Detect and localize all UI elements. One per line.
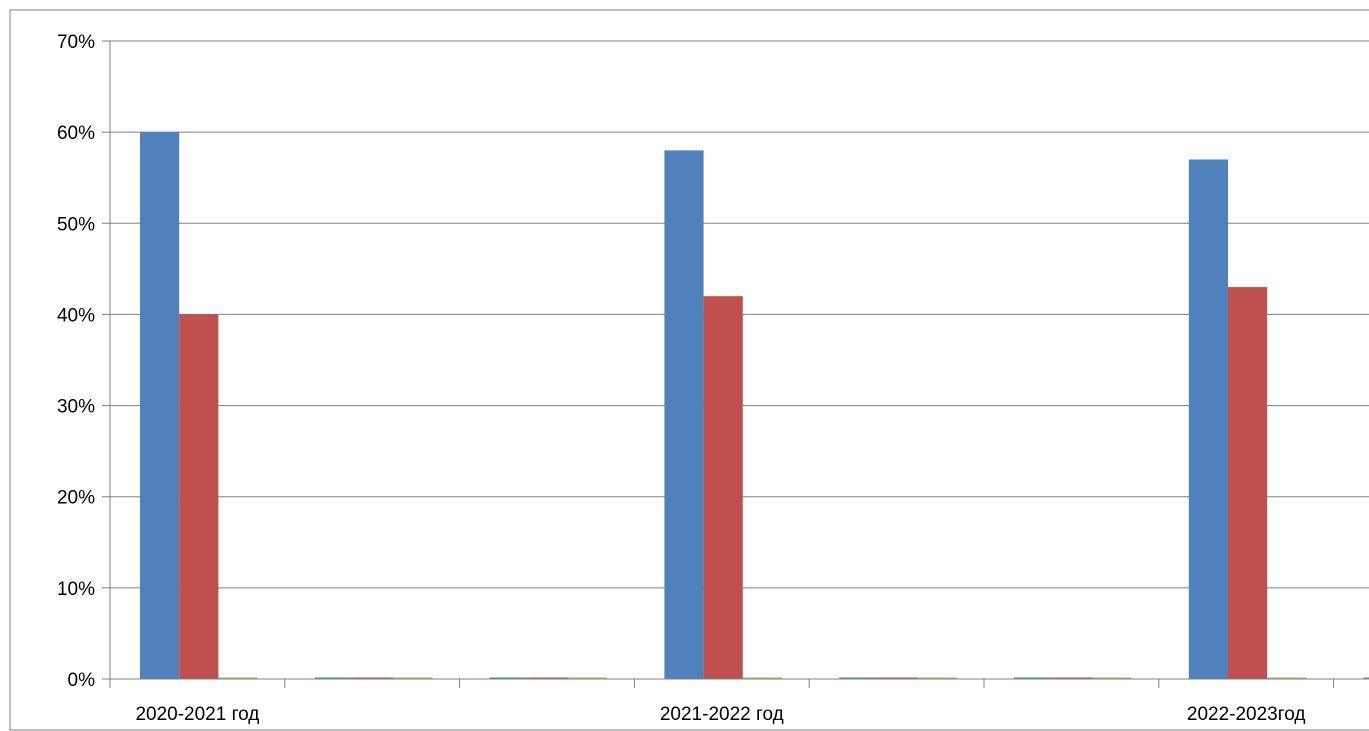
- bar: [528, 677, 568, 679]
- bar: [354, 677, 394, 679]
- bar: [140, 132, 180, 680]
- x-category-label: 2020-2021 год: [135, 704, 259, 725]
- y-tick-label: 70%: [57, 32, 95, 53]
- bar: [1267, 677, 1307, 679]
- bar: [314, 677, 354, 679]
- bar: [568, 677, 608, 679]
- bar: [703, 296, 743, 679]
- y-tick-label: 10%: [57, 579, 95, 600]
- bar: [489, 677, 529, 679]
- bar: [393, 677, 433, 679]
- y-tick-label: 0%: [68, 670, 96, 691]
- bar: [742, 677, 782, 679]
- y-tick-label: 20%: [57, 488, 95, 509]
- y-tick-label: 40%: [57, 305, 95, 326]
- bar: [1053, 677, 1093, 679]
- x-category-label: 2021-2022 год: [660, 704, 784, 725]
- bar: [179, 314, 219, 679]
- y-tick-label: 60%: [57, 123, 95, 144]
- y-tick-label: 30%: [57, 397, 95, 418]
- bar: [1014, 677, 1054, 679]
- chart-frame: [9, 9, 1369, 731]
- y-tick-label: 50%: [57, 214, 95, 235]
- bar: [218, 677, 258, 679]
- bar: [1363, 677, 1369, 679]
- bar: [839, 677, 879, 679]
- bar: [1092, 677, 1132, 679]
- bar: [878, 677, 918, 679]
- bar: [1188, 159, 1228, 679]
- bar: [1228, 287, 1268, 679]
- x-category-label: 2022-2023год: [1187, 704, 1306, 725]
- bar: [664, 150, 704, 679]
- bar: [917, 677, 957, 679]
